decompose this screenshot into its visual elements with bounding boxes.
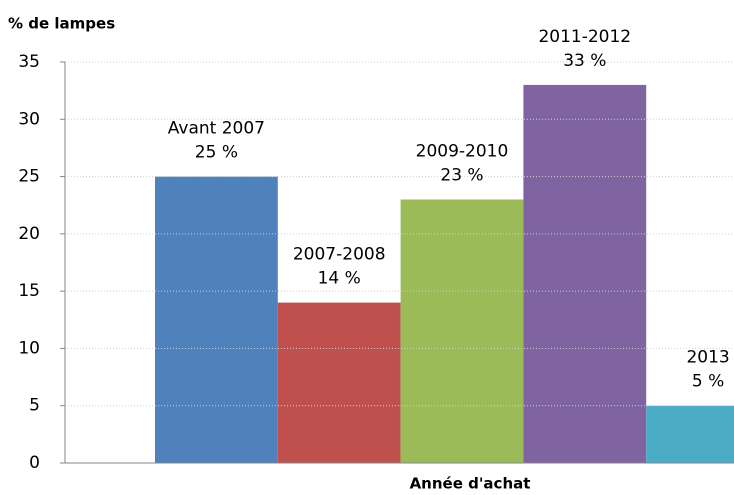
y-tick-label: 20	[18, 224, 40, 244]
category-label: 2009-2010	[416, 141, 509, 161]
bar	[277, 302, 401, 463]
value-label: 14 %	[318, 269, 361, 289]
y-tick-label: 25	[18, 167, 40, 187]
bar	[523, 84, 647, 464]
y-tick-label: 30	[18, 109, 40, 129]
category-label: Avant 2007	[168, 119, 265, 139]
y-tick-label: 35	[18, 52, 40, 72]
x-axis-title: Année d'achat	[410, 475, 531, 493]
value-label: 33 %	[563, 51, 606, 71]
y-tick-label: 5	[29, 396, 40, 416]
value-label: 25 %	[195, 143, 238, 163]
category-label: 2013	[686, 348, 729, 368]
value-label: 5 %	[692, 372, 724, 392]
category-label: 2007-2008	[293, 245, 386, 265]
value-label: 23 %	[440, 165, 483, 185]
bars	[155, 84, 734, 464]
y-axis-title: % de lampes	[8, 15, 115, 33]
y-tick-label: 10	[18, 338, 40, 358]
y-tick-label: 0	[29, 453, 40, 473]
y-tick-label: 15	[18, 281, 40, 301]
bar	[155, 176, 278, 464]
category-label: 2011-2012	[538, 27, 631, 47]
bar	[646, 405, 734, 463]
bar	[400, 199, 524, 463]
